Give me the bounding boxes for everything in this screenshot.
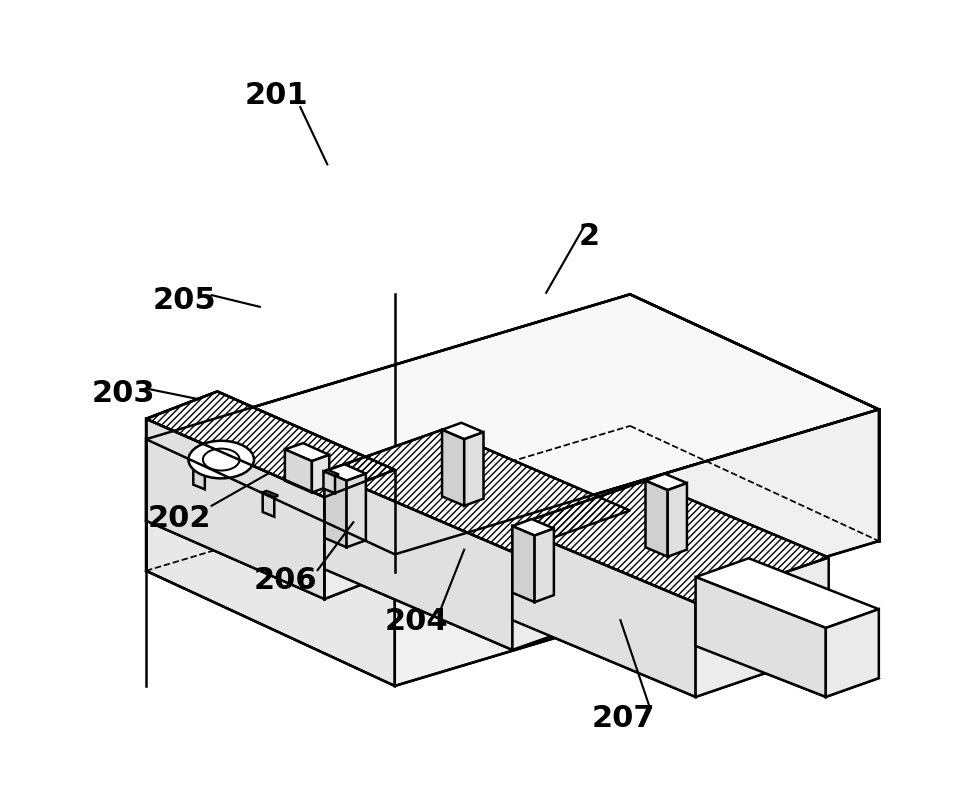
- Polygon shape: [146, 419, 324, 599]
- Polygon shape: [324, 470, 395, 599]
- Polygon shape: [646, 481, 667, 556]
- Polygon shape: [695, 577, 826, 697]
- Polygon shape: [263, 493, 275, 516]
- Polygon shape: [285, 443, 329, 461]
- Text: 206: 206: [254, 567, 317, 596]
- Polygon shape: [146, 294, 879, 554]
- Polygon shape: [513, 526, 695, 697]
- Polygon shape: [346, 474, 366, 547]
- Polygon shape: [324, 472, 513, 650]
- Polygon shape: [513, 510, 630, 650]
- Polygon shape: [193, 465, 205, 490]
- Polygon shape: [285, 450, 312, 493]
- Text: 205: 205: [153, 286, 217, 315]
- Polygon shape: [695, 557, 829, 697]
- Polygon shape: [263, 491, 278, 498]
- Polygon shape: [826, 609, 879, 697]
- Polygon shape: [312, 455, 329, 493]
- Text: 204: 204: [384, 608, 448, 636]
- Polygon shape: [323, 472, 335, 494]
- Polygon shape: [323, 470, 338, 476]
- Polygon shape: [535, 528, 554, 602]
- Ellipse shape: [203, 449, 240, 471]
- Polygon shape: [513, 519, 554, 535]
- Polygon shape: [193, 464, 209, 470]
- Polygon shape: [442, 430, 464, 505]
- Ellipse shape: [189, 441, 254, 479]
- Polygon shape: [646, 474, 687, 490]
- Text: 2: 2: [579, 222, 601, 251]
- Polygon shape: [324, 430, 630, 552]
- Text: 202: 202: [148, 504, 212, 533]
- Polygon shape: [513, 481, 829, 603]
- Polygon shape: [667, 483, 687, 556]
- Polygon shape: [146, 391, 395, 498]
- Polygon shape: [442, 423, 484, 439]
- Text: 207: 207: [592, 703, 655, 733]
- Polygon shape: [695, 558, 879, 628]
- Text: 203: 203: [92, 379, 156, 407]
- Text: 201: 201: [245, 81, 308, 110]
- Polygon shape: [146, 439, 395, 686]
- Polygon shape: [324, 465, 366, 481]
- Polygon shape: [513, 526, 535, 602]
- Polygon shape: [324, 472, 346, 547]
- Polygon shape: [395, 410, 879, 686]
- Polygon shape: [464, 432, 484, 505]
